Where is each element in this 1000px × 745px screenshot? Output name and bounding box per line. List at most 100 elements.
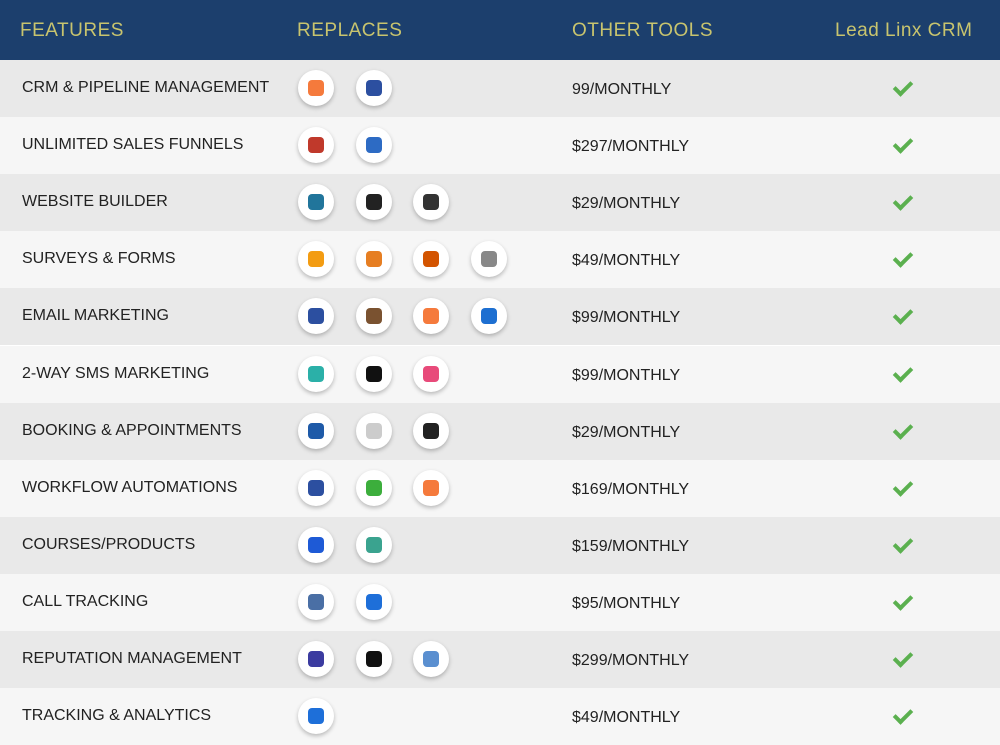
table-row: TRACKING & ANALYTICS $49/MONTHLY [0,688,1000,745]
table-row: REPUTATION MANAGEMENT $299/MONTHLY [0,631,1000,688]
tool-logo [470,241,507,278]
tool-logo [298,641,334,677]
logo-shape [365,422,382,439]
check-mark [892,647,914,668]
tool-logo [355,526,392,563]
tool-logo [298,526,334,563]
logo-shape [480,251,497,268]
logo-shape [423,651,439,667]
feature-name: CALL TRACKING [22,592,149,610]
logo-shape [423,251,439,268]
logo-shape [480,308,497,325]
tool-logo [298,298,334,335]
feature-name: WEBSITE BUILDER [22,193,168,211]
table-row: COURSES/PRODUCTS $159/MONTHLY [0,516,1000,574]
tool-logo [298,412,334,449]
check-mark [892,133,914,154]
tool-logo [298,70,334,106]
feature-name: UNLIMITED SALES FUNNELS [22,136,244,154]
tool-logo [355,583,392,620]
logo-shape [365,194,382,211]
logo-shape [423,194,439,211]
logo-shape [365,308,382,325]
logo-shape [365,593,382,610]
feature-name: EMAIL MARKETING [22,307,169,325]
table-row: WORKFLOW AUTOMATIONS $169/MONTHLY [0,459,1000,517]
check-mark [892,418,914,440]
logo-shape [308,479,324,496]
header-other-tools: OTHER TOOLS [572,20,713,41]
tool-logo [298,698,334,735]
logo-shape [308,708,324,725]
table-row: BOOKING & APPOINTMENTS $29/MONTHLY [0,402,1000,460]
tool-logo [413,412,449,449]
table-row: CRM & PIPELINE MANAGEMENT 99/MONTHLY [0,60,1000,117]
logo-shape [308,137,324,154]
other-tools-price: $159/MONTHLY [572,537,690,555]
tool-logo [298,241,334,278]
logo-shape [308,365,324,382]
feature-name: TRACKING & ANALYTICS [22,707,212,725]
logo-shape [365,80,382,96]
other-tools-price: $95/MONTHLY [572,594,681,612]
other-tools-price: $29/MONTHLY [572,423,681,441]
logo-shape [365,651,382,667]
check-mark [892,361,914,383]
tool-logo [355,241,392,278]
other-tools-price: $297/MONTHLY [572,138,690,156]
feature-name: SURVEYS & FORMS [22,250,176,268]
table-row: 2-WAY SMS MARKETING $99/MONTHLY [0,345,1000,403]
table-row: EMAIL MARKETING $99/MONTHLY [0,288,1000,346]
check-mark [892,590,914,611]
logo-shape [308,593,324,610]
other-tools-price: $29/MONTHLY [572,195,681,213]
tool-logo [298,127,334,164]
tool-logo [355,641,392,677]
tool-logo [355,70,392,106]
logo-shape [423,365,439,382]
tool-logo [355,184,392,221]
check-mark [892,304,914,326]
logo-shape [423,422,439,439]
header-replaces: REPLACES [297,20,403,41]
check-mark [892,533,914,554]
other-tools-price: $99/MONTHLY [572,309,681,327]
logo-shape [423,479,439,496]
tool-logo [298,469,334,506]
logo-shape [308,251,324,268]
tool-logo [355,298,392,335]
feature-name: BOOKING & APPOINTMENTS [22,421,242,439]
other-tools-price: $49/MONTHLY [572,252,681,270]
logo-shape [308,422,324,439]
other-tools-price: $99/MONTHLY [572,366,681,384]
other-tools-price: 99/MONTHLY [572,81,672,98]
tool-logo [298,583,334,620]
table-header: FEATURES REPLACES OTHER TOOLS Lead Linx … [0,0,1000,60]
logo-shape [308,80,324,96]
check-mark [892,247,914,269]
feature-name: REPUTATION MANAGEMENT [22,650,242,667]
check-mark [892,704,914,725]
tool-logo [413,469,449,506]
logo-shape [365,365,382,382]
tool-logo [413,641,449,677]
tool-logo [355,412,392,449]
header-lead-linx: Lead Linx CRM [835,20,973,41]
tool-logo [355,127,392,164]
tool-logo [298,355,334,392]
check-mark [892,76,914,97]
tool-logo [355,469,392,506]
other-tools-price: $49/MONTHLY [572,709,681,727]
table-row: UNLIMITED SALES FUNNELS $297/MONTHLY [0,117,1000,175]
other-tools-price: $299/MONTHLY [572,652,690,669]
logo-shape [365,479,382,496]
logo-shape [365,536,382,553]
table-row: WEBSITE BUILDER $29/MONTHLY [0,174,1000,232]
feature-name: CRM & PIPELINE MANAGEMENT [22,79,270,96]
tool-logo [355,355,392,392]
logo-shape [308,536,324,553]
header-features: FEATURES [20,20,124,41]
feature-name: 2-WAY SMS MARKETING [22,364,210,382]
logo-shape [365,251,382,268]
